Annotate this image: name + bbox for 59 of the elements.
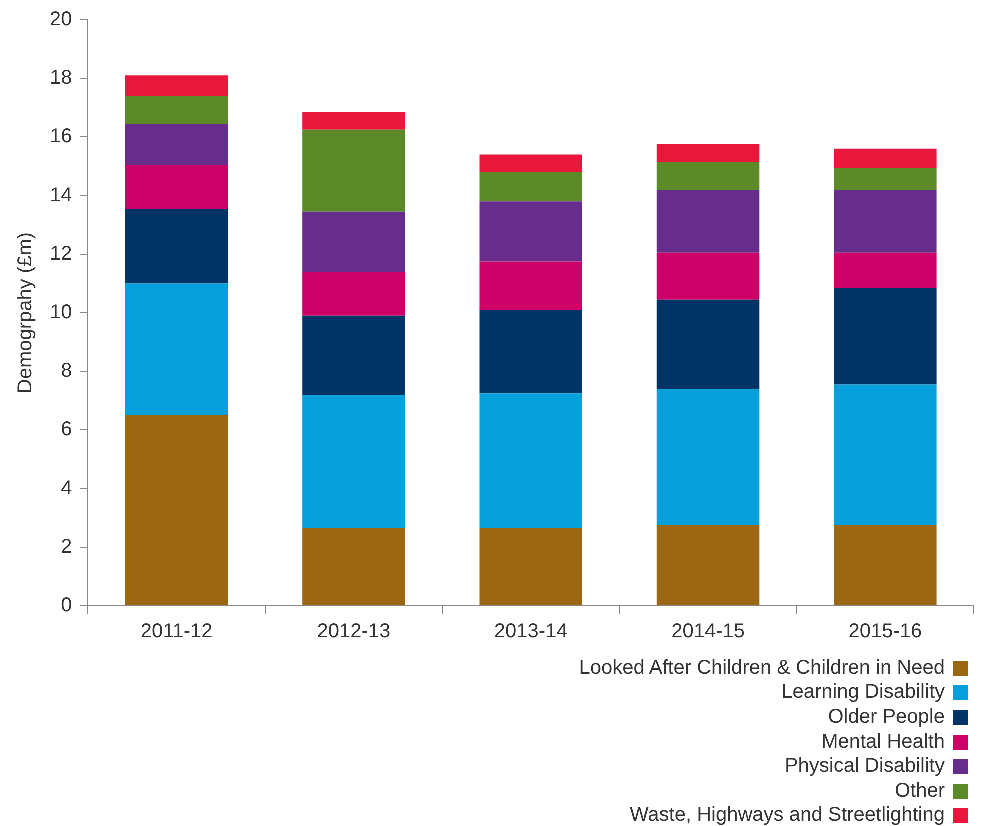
x-tick-label: 2011-12	[140, 620, 213, 643]
bar	[480, 154, 582, 172]
y-tick-label: 4	[61, 477, 72, 500]
bar	[656, 190, 760, 253]
bar	[125, 208, 228, 284]
bar	[125, 124, 228, 166]
bar	[480, 310, 582, 394]
bar	[125, 284, 228, 416]
bar	[656, 300, 760, 390]
x-tick-label: 2015-16	[848, 620, 922, 643]
bar	[125, 96, 228, 124]
y-tick-label: 8	[61, 360, 72, 382]
x-tick-label: 2014-15	[672, 620, 745, 643]
bar	[656, 144, 760, 162]
bar	[480, 262, 582, 310]
y-tick-label: 0	[61, 594, 72, 617]
legend-label: Older People	[828, 706, 945, 729]
y-axis-title: Demogrpahy (£m)	[14, 232, 37, 394]
y-tick-label: 16	[50, 126, 72, 148]
bar	[834, 148, 937, 168]
bar	[302, 272, 406, 316]
bar	[302, 130, 406, 212]
bar	[125, 165, 228, 209]
legend-label: Physical Disability	[784, 755, 945, 778]
y-tick-label: 18	[50, 67, 72, 90]
legend-label: Other	[894, 780, 945, 803]
bar	[302, 112, 406, 130]
legend-label: Mental Health	[822, 730, 945, 754]
bar	[834, 168, 937, 190]
bar	[302, 316, 406, 396]
bar	[834, 190, 937, 253]
bar	[302, 395, 406, 528]
y-tick-label: 10	[50, 302, 72, 324]
legend-label: Learning Disability	[782, 681, 945, 704]
bar	[125, 416, 228, 606]
bar	[834, 525, 937, 606]
bar	[834, 384, 937, 526]
bar	[302, 212, 406, 272]
bar	[834, 252, 937, 288]
y-tick-label: 2	[61, 536, 72, 558]
x-tick-label: 2012-13	[317, 620, 391, 643]
y-tick-label: 12	[50, 242, 72, 265]
x-tick-label: 2013-14	[494, 620, 568, 643]
bar	[125, 76, 228, 96]
bar	[656, 389, 760, 526]
legend-label: Looked After Children & Children in Need	[579, 656, 945, 680]
bar	[480, 394, 582, 528]
bar	[302, 528, 406, 606]
y-tick-label: 20	[50, 8, 72, 31]
bar	[656, 252, 760, 300]
y-tick-label: 14	[50, 184, 72, 206]
y-tick-label: 6	[61, 418, 72, 441]
bar	[834, 288, 937, 385]
bar	[656, 525, 760, 606]
bar	[480, 172, 582, 202]
legend-label: Waste, Highways and Streetlighting	[630, 804, 945, 826]
bar	[480, 528, 582, 606]
bar	[480, 202, 582, 262]
bar	[656, 162, 760, 190]
